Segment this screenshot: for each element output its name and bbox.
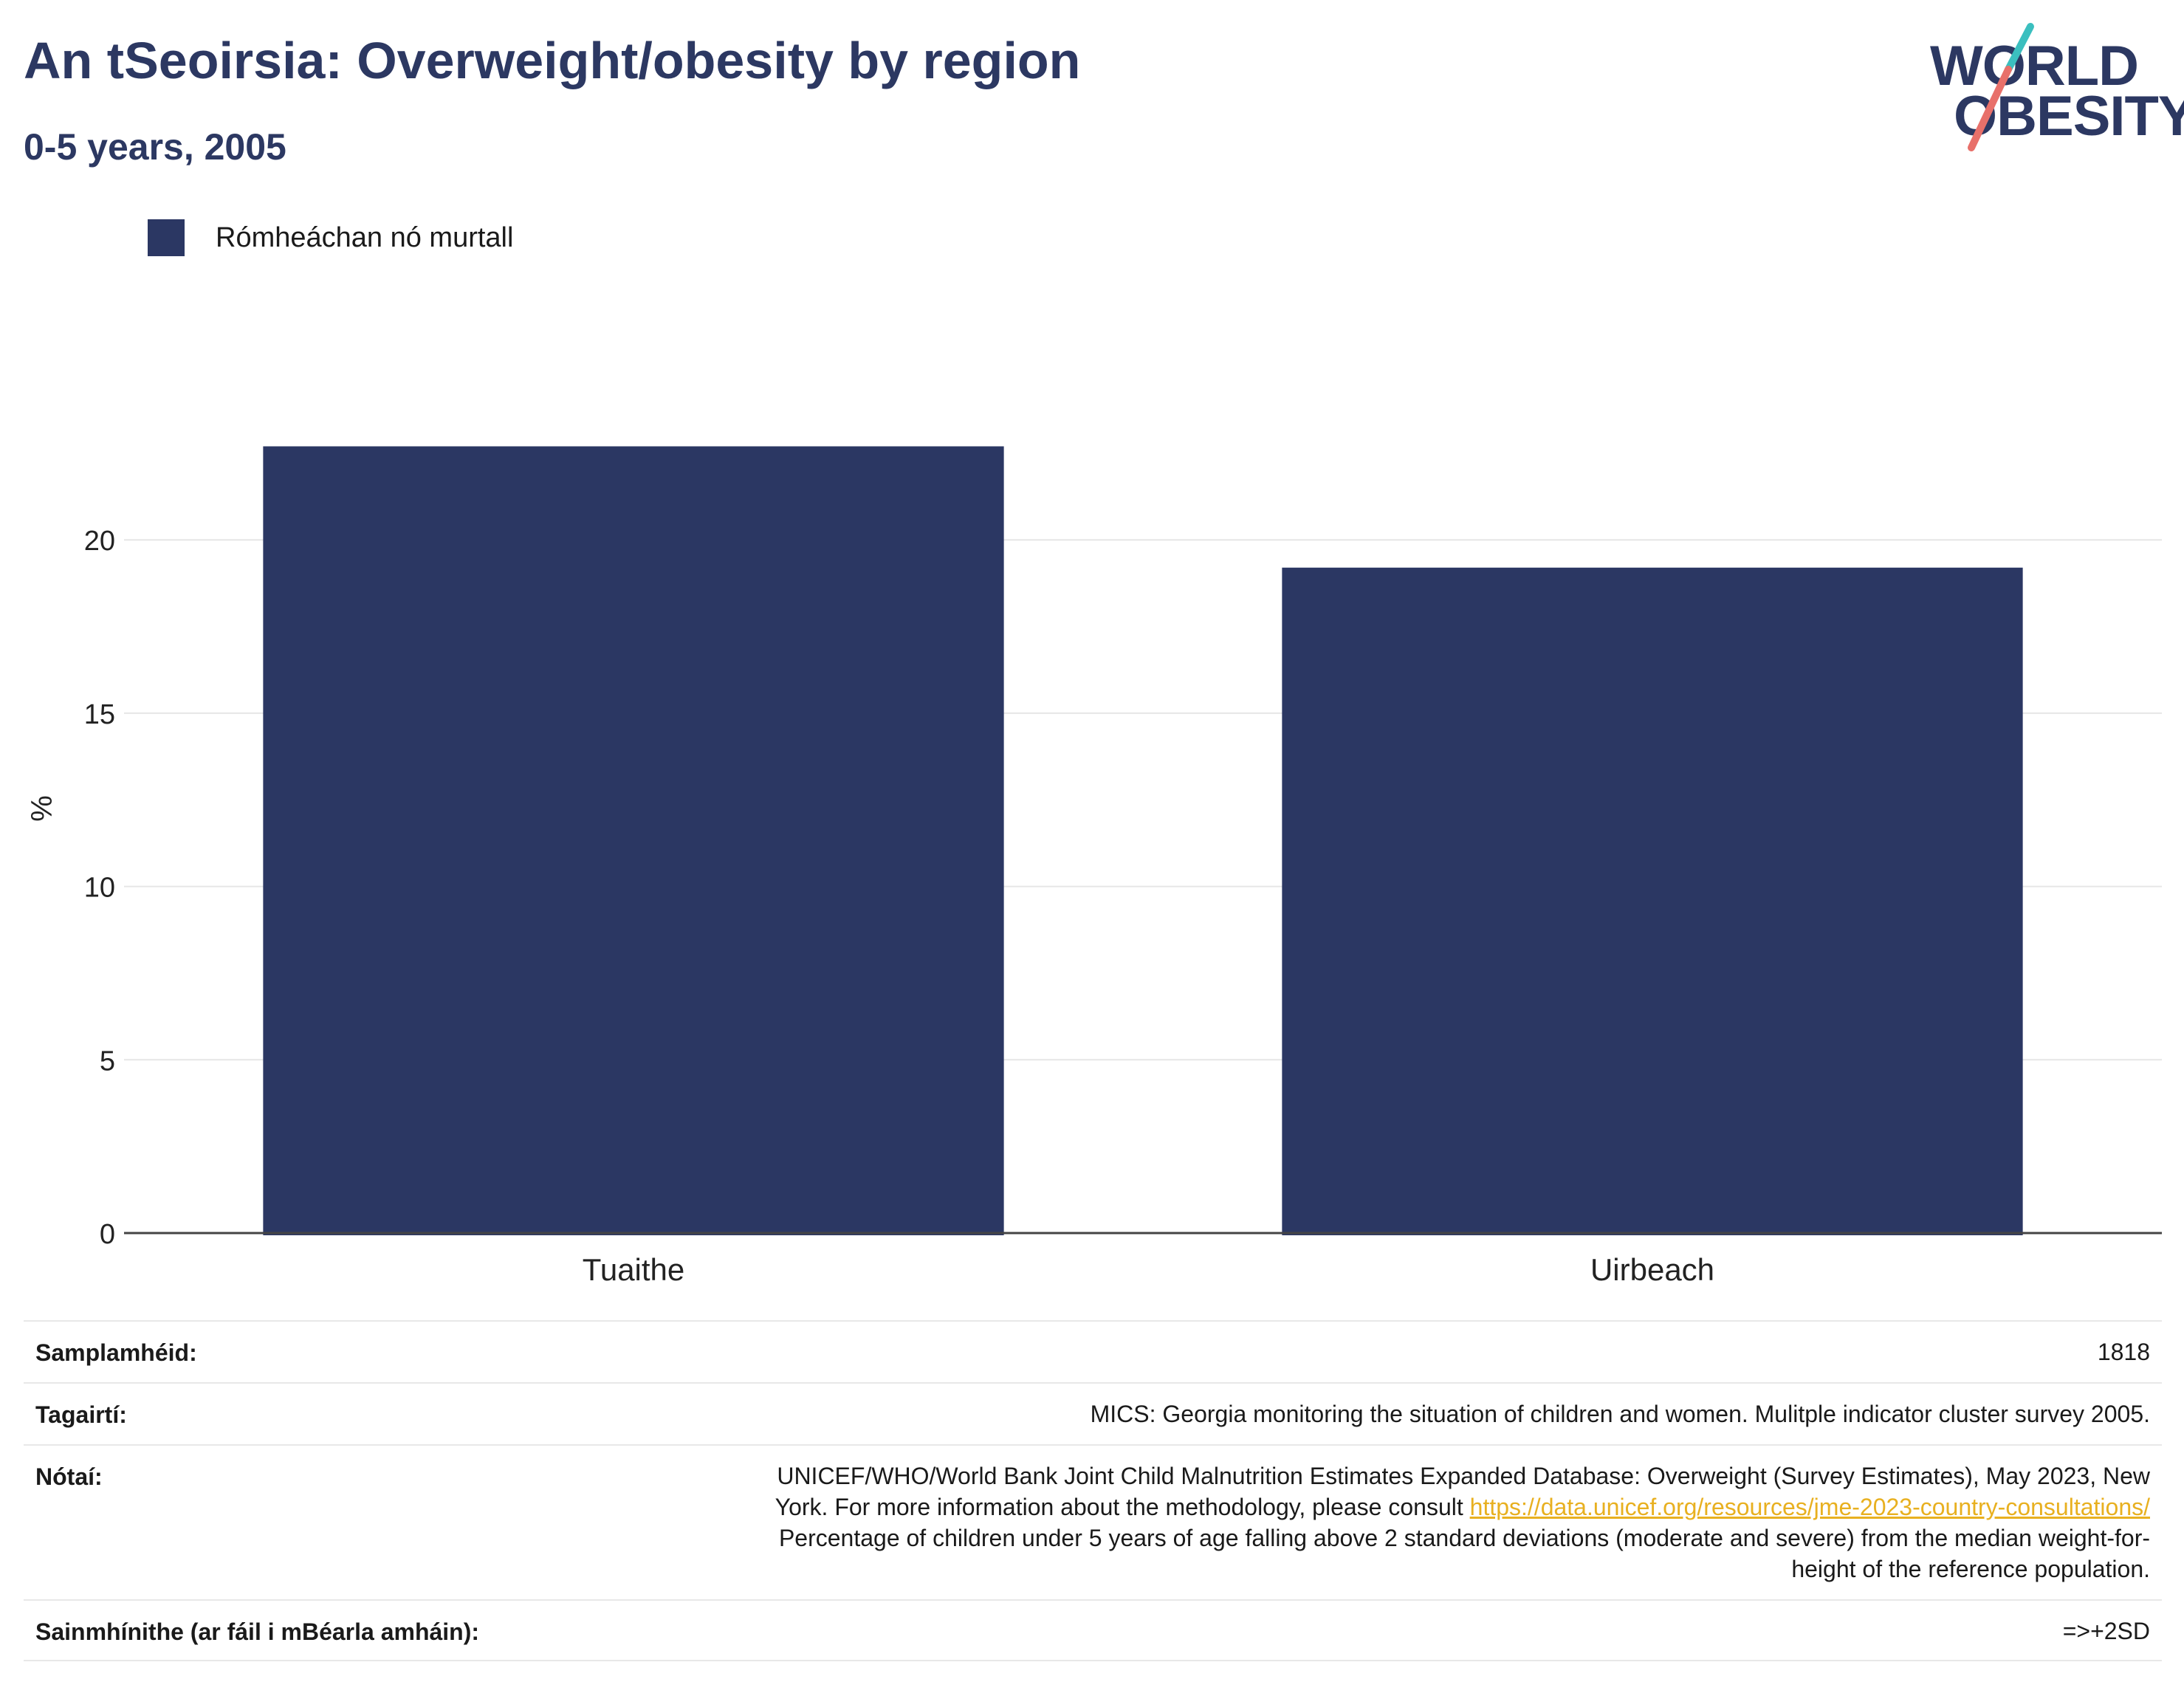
references-label: Tagairtí: [35,1401,127,1428]
definitions-label: Sainmhínithe (ar fáil i mBéarla amháin): [35,1618,480,1645]
y-tick-label: 20 [84,526,115,557]
logo-text-line1: WORLD [1930,35,2139,97]
legend-swatch [148,219,185,256]
definitions-value: =>+2SD [2062,1618,2150,1644]
references-value: MICS: Georgia monitoring the situation o… [1090,1401,2150,1427]
chart-subtitle: 0-5 years, 2005 [24,126,286,168]
sample-size-value: 1818 [2097,1339,2150,1365]
info-row-notes: Nótaí: UNICEF/WHO/World Bank Joint Child… [24,1444,2162,1599]
notes-line-2-text: York. For more information about the met… [775,1494,1470,1520]
logo-slash-icon [1968,23,2034,151]
axes: 0 5 10 15 20% Tuaithe Uirbeach [26,526,2162,1287]
notes-line-4: height of the reference population. [1791,1556,2150,1582]
info-row-sample-size: Samplamhéid: 1818 [24,1320,2162,1382]
x-tick-label: Uirbeach [1590,1252,1714,1287]
info-table: Samplamhéid: 1818 Tagairtí: MICS: Georgi… [24,1320,2162,1661]
bar-chart: 0 5 10 15 20% Tuaithe Uirbeach [26,446,2162,1287]
y-tick-label: 5 [100,1046,115,1077]
bar[interactable] [1282,567,2023,1235]
y-axis-label: % [26,795,58,822]
y-tick-label: 0 [100,1219,115,1250]
world-obesity-logo: WORLD OBESITY [1927,21,2184,154]
methodology-link[interactable]: https://data.unicef.org/resources/jme-20… [1469,1494,2150,1520]
sample-size-label: Samplamhéid: [35,1339,197,1366]
notes-line-3: Percentage of children under 5 years of … [778,1525,2150,1551]
notes-value: UNICEF/WHO/World Bank Joint Child Malnut… [775,1460,2150,1585]
y-tick-label: 10 [84,873,115,904]
legend-label: Rómheáchan nó murtall [216,222,514,253]
notes-line-1: UNICEF/WHO/World Bank Joint Child Malnut… [777,1463,2150,1489]
info-row-references: Tagairtí: MICS: Georgia monitoring the s… [24,1382,2162,1444]
chart-title: An tSeoirsia: Overweight/obesity by regi… [24,32,1081,89]
y-tick-label: 15 [84,699,115,730]
bars [263,446,2023,1236]
notes-line-2: York. For more information about the met… [775,1491,2150,1522]
info-row-definitions: Sainmhínithe (ar fáil i mBéarla amháin):… [24,1599,2162,1661]
bar[interactable] [263,446,1004,1236]
x-tick-label: Tuaithe [583,1252,685,1287]
notes-label: Nótaí: [35,1463,103,1490]
chart-legend: Rómheáchan nó murtall [148,219,513,257]
